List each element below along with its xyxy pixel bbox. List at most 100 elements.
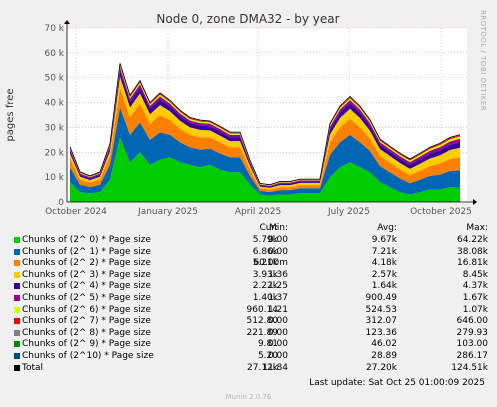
legend-row: Chunks of (2^ 8) * Page size 221.89 0.00 12… bbox=[14, 327, 488, 339]
legend-label: Chunks of (2^ 8) * Page size bbox=[22, 327, 151, 338]
legend-row: Chunks of (2^ 2) * Page size 5.21k 60.00m 4… bbox=[14, 257, 488, 269]
legend-min: 0.00 bbox=[267, 316, 288, 327]
legend-avg: 900.49 bbox=[365, 293, 398, 303]
legend-cur: 1.40k bbox=[252, 293, 278, 303]
legend-cur: 2.22k bbox=[252, 281, 278, 292]
legend-swatch bbox=[14, 283, 20, 290]
x-tick-label: January 2025 bbox=[137, 207, 198, 217]
legend-swatch bbox=[14, 306, 20, 313]
legend-min: 1.37 bbox=[267, 293, 288, 303]
legend-min: 1.21 bbox=[267, 304, 288, 315]
legend-min: 0.00 bbox=[267, 339, 288, 350]
legend-min: 11.84 bbox=[262, 362, 288, 373]
legend-swatch bbox=[14, 248, 20, 255]
legend-max: 124.51k bbox=[451, 362, 488, 373]
legend-max: 279.93 bbox=[456, 327, 489, 338]
legend-label: Chunks of (2^ 2) * Page size bbox=[22, 258, 151, 269]
legend-row: Chunks of (2^ 4) * Page size 2.22k 1.25 1.6… bbox=[14, 280, 488, 292]
legend-cur: 221.89 bbox=[246, 327, 279, 338]
legend-cur: 512.80 bbox=[246, 316, 279, 327]
y-tick-label: 0 bbox=[58, 198, 64, 208]
x-axis-arrow bbox=[473, 199, 477, 205]
y-tick-label: 10 k bbox=[44, 173, 64, 183]
legend-cur: 5.20 bbox=[257, 351, 278, 361]
legend-min: 1.36 bbox=[267, 269, 288, 280]
y-axis-label: pages free bbox=[5, 88, 16, 141]
legend-swatch bbox=[14, 260, 20, 267]
legend-cur: 5.21k bbox=[252, 258, 278, 269]
legend-min: 0.00 bbox=[267, 235, 288, 245]
legend-label: Total bbox=[22, 362, 44, 373]
legend-label: Chunks of (2^ 3) * Page size bbox=[22, 269, 151, 280]
legend-max: 1.07k bbox=[462, 304, 488, 315]
legend-cur: 3.93k bbox=[252, 269, 278, 280]
legend-label: Chunks of (2^ 1) * Page size bbox=[22, 246, 151, 257]
legend-row: Chunks of (2^10) * Page size 5.20 0.00 28.8… bbox=[14, 350, 488, 362]
legend-avg: 123.36 bbox=[365, 327, 398, 338]
legend-swatch bbox=[14, 237, 20, 243]
legend-label: Chunks of (2^ 6) * Page size bbox=[22, 304, 151, 315]
legend-avg: 9.67k bbox=[371, 235, 397, 245]
legend-min: 0.00 bbox=[267, 351, 288, 361]
col-header-min: Min: bbox=[268, 223, 288, 233]
y-tick-label: 40 k bbox=[44, 99, 64, 109]
legend-swatch bbox=[14, 271, 20, 278]
munin-version: Munin 2.0.76 bbox=[225, 393, 272, 401]
legend-row: Chunks of (2^ 6) * Page size 960.14 1.21 52… bbox=[14, 304, 488, 316]
legend-row: Chunks of (2^ 9) * Page size 9.81 0.00 46.0… bbox=[14, 338, 488, 350]
x-tick-label: April 2025 bbox=[235, 207, 281, 217]
legend-cur: 960.14 bbox=[246, 304, 279, 315]
col-header-cur: Cur: bbox=[259, 223, 278, 233]
chart-title: Node 0, zone DMA32 - by year bbox=[156, 12, 339, 26]
legend-max: 103.00 bbox=[456, 339, 489, 350]
legend-avg: 312.07 bbox=[365, 316, 398, 327]
legend-cur: 9.81 bbox=[257, 339, 278, 350]
stacked-areas bbox=[70, 63, 460, 202]
legend-label: Chunks of (2^ 5) * Page size bbox=[22, 293, 151, 303]
legend-swatch bbox=[14, 295, 20, 301]
legend-min: 0.00 bbox=[267, 327, 288, 338]
legend-max: 64.22k bbox=[457, 235, 488, 245]
legend-label: Chunks of (2^10) * Page size bbox=[22, 351, 154, 361]
rrdtool-credit: RRDTOOL / TOBI OETIKER bbox=[479, 10, 487, 112]
legend-cur: 6.86k bbox=[252, 246, 278, 257]
legend-max: 286.17 bbox=[456, 351, 489, 361]
y-axis-arrow bbox=[64, 20, 70, 24]
legend-avg: 2.57k bbox=[371, 269, 397, 280]
area-chunks-of-2-0-page-size bbox=[70, 137, 460, 202]
legend-row: Chunks of (2^ 3) * Page size 3.93k 1.36 2.5… bbox=[14, 269, 488, 281]
legend-swatch bbox=[14, 364, 20, 371]
legend-row: Total 27.12k 11.84 27.20k 124.51k bbox=[14, 362, 488, 374]
total-series-line bbox=[69, 63, 461, 186]
legend-avg: 4.18k bbox=[371, 258, 397, 269]
y-tick-label: 60 k bbox=[44, 49, 64, 59]
x-tick-label: October 2025 bbox=[410, 207, 472, 217]
legend-label: Chunks of (2^ 7) * Page size bbox=[22, 316, 151, 327]
axes bbox=[64, 20, 477, 205]
legend-label: Chunks of (2^ 0) * Page size bbox=[22, 235, 151, 245]
legend-max: 1.67k bbox=[462, 293, 488, 303]
legend-min: 0.00 bbox=[267, 246, 288, 257]
y-tick-label: 30 k bbox=[44, 123, 64, 133]
legend-avg: 46.02 bbox=[371, 339, 397, 350]
last-update: Last update: Sat Oct 25 01:00:09 2025 bbox=[309, 378, 485, 388]
area-chunks-of-2-1-page-size bbox=[70, 107, 460, 196]
legend-max: 16.81k bbox=[457, 258, 488, 269]
legend-row: Chunks of (2^ 7) * Page size 512.80 0.00 31… bbox=[14, 315, 488, 327]
legend-max: 646.00 bbox=[456, 316, 489, 327]
legend-min: 1.25 bbox=[267, 281, 288, 292]
legend-row: Chunks of (2^ 0) * Page size 5.79k 0.00 9.6… bbox=[14, 234, 488, 246]
legend-avg: 1.64k bbox=[371, 281, 397, 292]
legend-avg: 7.21k bbox=[371, 246, 397, 257]
legend-cur: 5.79k bbox=[252, 235, 278, 245]
col-header-max: Max: bbox=[466, 223, 488, 233]
legend-row: Chunks of (2^ 5) * Page size 1.40k 1.37 900… bbox=[14, 292, 488, 304]
legend-max: 4.37k bbox=[462, 281, 488, 292]
x-tick-label: July 2025 bbox=[327, 207, 370, 217]
legend-swatch bbox=[14, 318, 20, 325]
legend-max: 38.08k bbox=[457, 246, 488, 257]
y-tick-labels: 0 10 k 20 k 30 k 40 k 50 k 60 k 70 k bbox=[44, 24, 64, 208]
legend-swatch bbox=[14, 353, 20, 359]
